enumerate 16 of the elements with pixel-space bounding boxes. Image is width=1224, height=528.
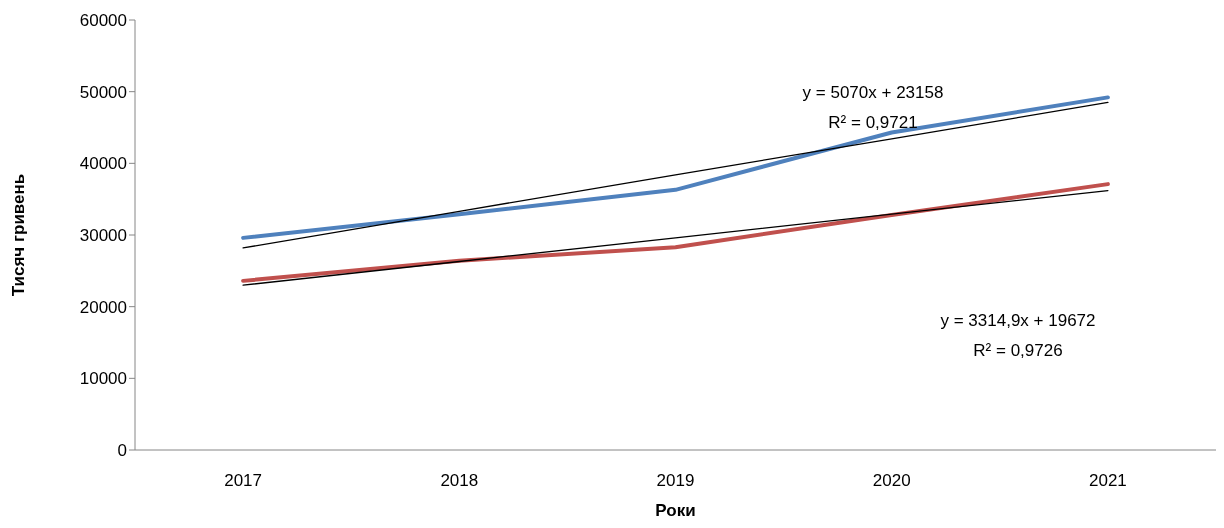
y-tick-label: 50000 <box>79 82 127 102</box>
y-tick-label: 30000 <box>79 226 127 246</box>
y-tick-label: 60000 <box>79 11 127 31</box>
x-tick-label: 2021 <box>1088 471 1127 491</box>
y-tick-label: 40000 <box>79 154 127 174</box>
annotation: y = 5070x + 23158 R² = 0,9721 <box>802 82 944 134</box>
y-tick-label: 10000 <box>79 369 127 389</box>
x-axis-title: Роки <box>655 501 696 520</box>
x-tick-label: 2017 <box>224 471 263 491</box>
y-tick-label: 0 <box>117 441 127 461</box>
x-tick-label: 2019 <box>656 471 695 491</box>
y-tick-label: 20000 <box>79 297 127 317</box>
x-tick-label: 2018 <box>440 471 479 491</box>
y-axis-title: Тисяч гривень <box>9 173 29 297</box>
x-tick-label: 2020 <box>872 471 911 491</box>
annotation: y = 3314,9x + 19672 R² = 0,9726 <box>940 310 1096 362</box>
